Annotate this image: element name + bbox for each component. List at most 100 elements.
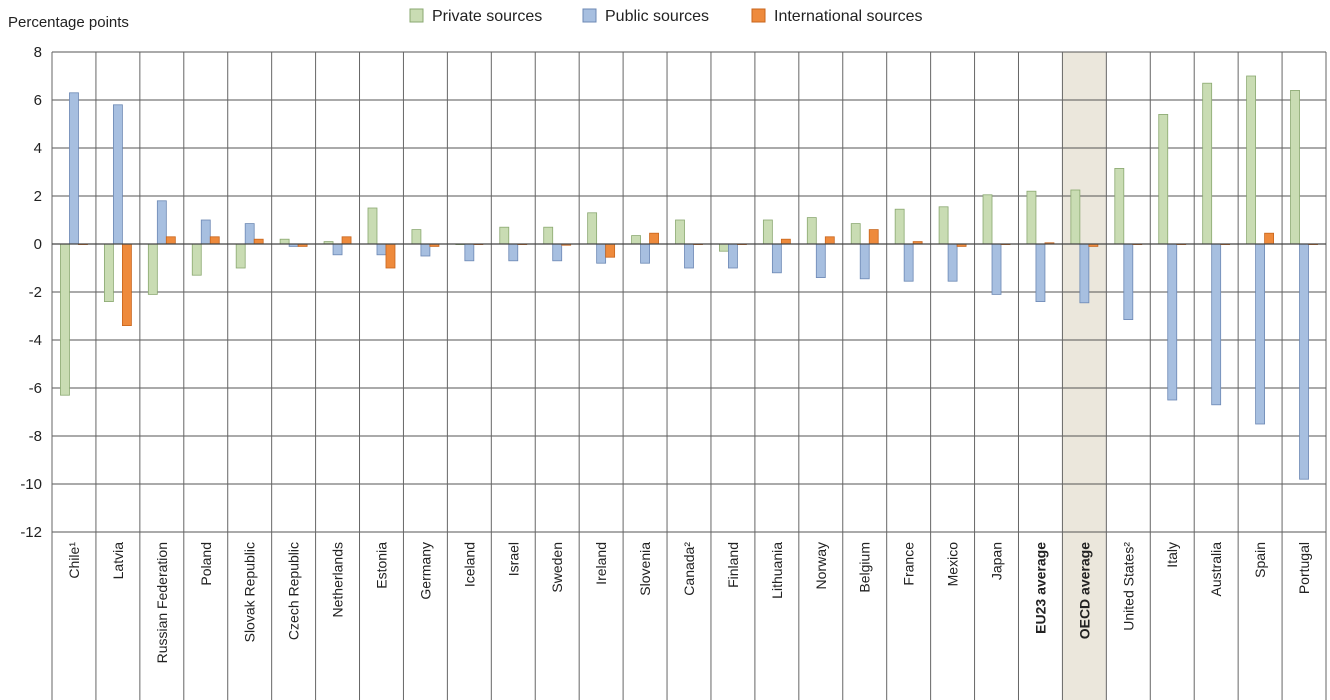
legend: Private sources Public sources Internation… [409, 8, 923, 25]
bar-public-sources [332, 243, 343, 256]
x-category-label: OECD average [1076, 542, 1092, 639]
bar-public-sources [1255, 243, 1266, 425]
y-axis-label: Percentage points [8, 14, 129, 31]
bar-private-sources [279, 238, 290, 245]
bar-public-sources [464, 243, 475, 262]
y-tick-label: 8 [34, 44, 42, 61]
bar-private-sources [587, 212, 598, 245]
legend-label: Private sources [432, 8, 542, 25]
bar-public-sources [156, 200, 167, 245]
bar-private-sources [1246, 75, 1257, 245]
legend-swatch [582, 8, 597, 23]
bar-private-sources [1158, 114, 1169, 245]
y-tick-label: -8 [29, 428, 42, 445]
bar-private-sources [367, 207, 378, 245]
bar-public-sources [596, 243, 607, 264]
bar-private-sources [894, 208, 905, 245]
bar-international-sources [1264, 232, 1275, 245]
bar-private-sources [806, 217, 817, 245]
bar-private-sources [1202, 82, 1213, 245]
x-category-label: Czech Republic [286, 542, 302, 640]
legend-swatch [751, 8, 766, 23]
axes: 8 6 4 2 0 -2 -4 -6 -8 -10 -12 Chile¹ Latvia Russian F… [20, 44, 1326, 663]
y-tick-label: 4 [34, 140, 42, 157]
x-category-label: Norway [813, 542, 829, 589]
x-category-label: Japan [989, 542, 1005, 580]
bar-public-sources [1079, 243, 1090, 304]
x-category-label: Slovenia [637, 542, 653, 596]
bar-international-sources [780, 238, 791, 245]
bar-private-sources [719, 243, 729, 252]
bar-private-sources [235, 243, 246, 269]
bar-private-sources [543, 226, 554, 245]
bar-public-sources [1123, 243, 1134, 320]
x-category-label: Poland [198, 542, 214, 586]
x-category-label: Latvia [110, 542, 126, 580]
bar-international-sources [165, 236, 176, 245]
bar-public-sources [552, 243, 563, 262]
x-category-label: Lithuania [769, 542, 785, 599]
x-category-label: Israel [505, 542, 521, 576]
bar-public-sources [728, 243, 738, 269]
bar-public-sources [771, 243, 782, 274]
x-category-label: Italy [1164, 542, 1180, 568]
legend-label: International sources [774, 8, 923, 25]
y-tick-label: 6 [34, 92, 42, 109]
x-category-label: Australia [1208, 542, 1224, 597]
x-category-label: Sweden [549, 542, 565, 593]
bar-public-sources [640, 243, 650, 264]
bar-private-sources [411, 229, 422, 245]
y-tick-label: 0 [34, 236, 42, 253]
x-category-label: Germany [417, 542, 433, 600]
x-category-label: Belgium [857, 542, 873, 593]
bar-international-sources [385, 243, 396, 269]
bar-international-sources [341, 236, 352, 245]
x-category-label: Iceland [461, 542, 477, 587]
bar-private-sources [1290, 90, 1300, 245]
y-tick-label: -6 [29, 380, 42, 397]
bar-public-sources [244, 223, 255, 245]
x-category-label: EU23 average [1032, 542, 1048, 634]
x-category-label: Ireland [593, 542, 609, 585]
bar-private-sources [762, 219, 773, 245]
bar-public-sources [420, 243, 431, 257]
bar-private-sources [191, 243, 202, 276]
bar-private-sources [982, 194, 993, 245]
bar-private-sources [938, 206, 949, 245]
bar-public-sources [508, 243, 519, 262]
bars [60, 75, 1318, 480]
bar-international-sources [605, 243, 616, 258]
bar-international-sources [649, 232, 659, 245]
x-category-label: Canada² [681, 542, 697, 596]
bar-international-sources [868, 229, 879, 245]
x-category-label: Finland [725, 542, 741, 588]
x-category-label: Spain [1252, 542, 1268, 578]
bar-private-sources [631, 235, 641, 245]
bar-private-sources [1114, 167, 1125, 245]
x-category-label: France [901, 542, 917, 586]
x-category-label: Russian Federation [154, 542, 170, 663]
y-tick-label: -4 [29, 332, 42, 349]
bar-international-sources [121, 243, 132, 326]
bar-public-sources [859, 243, 870, 280]
bar-public-sources [1299, 243, 1309, 480]
y-tick-label: 2 [34, 188, 42, 205]
highlight-band [1062, 52, 1107, 700]
x-category-label: Chile¹ [66, 542, 82, 579]
bar-public-sources [376, 243, 387, 256]
grid-lines [51, 51, 1327, 700]
bar-private-sources [60, 243, 70, 396]
legend-swatch [409, 8, 424, 23]
bar-public-sources [1211, 243, 1222, 406]
bar-public-sources [1035, 243, 1046, 302]
bar-international-sources [253, 238, 264, 245]
bar-private-sources [1026, 190, 1037, 245]
x-category-label: Estonia [373, 542, 389, 589]
bar-public-sources [947, 243, 958, 282]
bar-private-sources [147, 243, 158, 295]
bar-public-sources [112, 104, 123, 245]
bar-private-sources [675, 219, 685, 245]
bar-private-sources [1070, 189, 1081, 245]
